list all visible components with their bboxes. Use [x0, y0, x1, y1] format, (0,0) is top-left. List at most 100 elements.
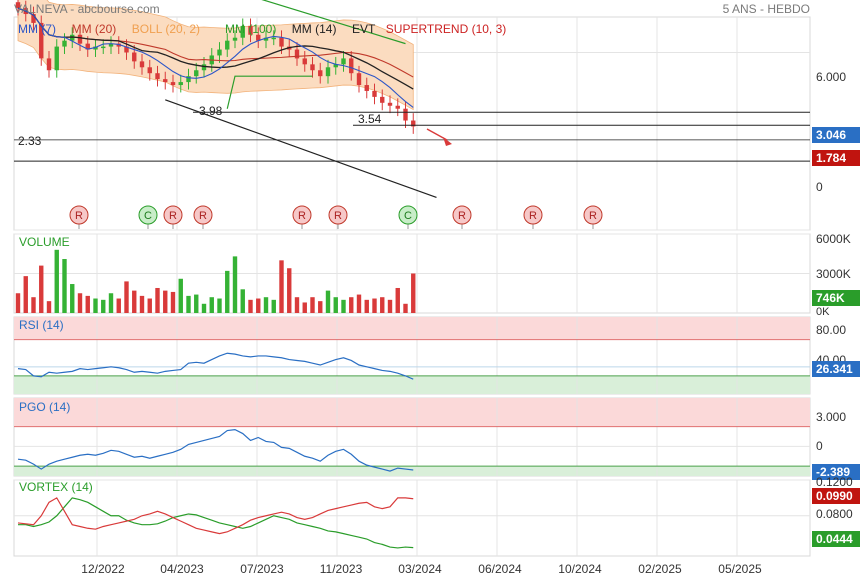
- candle: [248, 25, 253, 35]
- candle: [31, 14, 36, 23]
- volume-tick-3000: 3000K: [816, 267, 851, 281]
- candle: [124, 46, 129, 53]
- candle: [62, 40, 67, 47]
- volume-bar: [85, 295, 90, 313]
- rsi-current-badge: [812, 361, 860, 377]
- event-marker-3: [193, 205, 213, 225]
- vortex-plus-badge: [812, 488, 860, 504]
- candle: [170, 82, 176, 86]
- volume-bar: [380, 297, 385, 313]
- volume-bar: [178, 278, 183, 313]
- candle: [364, 85, 369, 91]
- volume-current-badge: [812, 290, 860, 306]
- candle: [279, 37, 284, 47]
- volume-tick-0: 0K: [816, 306, 830, 318]
- rsi-overbought-zone: [14, 317, 810, 340]
- candle: [139, 61, 145, 68]
- volume-bar: [356, 294, 362, 313]
- volume-bar: [23, 276, 28, 313]
- candle: [325, 67, 331, 77]
- event-marker-letter-2: R: [169, 210, 177, 222]
- volume-bar: [302, 302, 307, 313]
- volume-bar: [341, 299, 346, 313]
- x-label-04-2023: 04/2023: [160, 562, 204, 576]
- candle: [54, 46, 59, 71]
- event-marker-0: [69, 205, 89, 225]
- pgo-lower-zone: [14, 466, 810, 476]
- candle: [395, 105, 400, 109]
- event-marker-letter-7: R: [458, 210, 466, 222]
- volume-bar: [256, 298, 261, 313]
- chart-title: VALNEVA - abcbourse.com: [14, 2, 160, 16]
- vortex-plus-line: [17, 497, 414, 535]
- candle: [77, 34, 83, 44]
- candle: [310, 64, 315, 71]
- chart-series: [14, 0, 810, 549]
- event-marker-letter-6: C: [404, 210, 412, 222]
- vortex-title: VORTEX (14): [19, 480, 93, 494]
- volume-bar: [325, 290, 331, 313]
- candle: [372, 90, 377, 97]
- ma7-line: [17, 7, 414, 108]
- pgo-tick-3: 3.000: [816, 410, 846, 424]
- volume-bar: [387, 299, 393, 313]
- candle: [163, 79, 168, 83]
- volume-bar: [263, 297, 269, 313]
- ma14-line: [17, 7, 414, 90]
- event-marker-letter-8: R: [529, 210, 537, 222]
- volume-current-label: 746K: [816, 291, 845, 305]
- event-marker-letter-5: R: [334, 210, 342, 222]
- supertrend-support: [226, 75, 313, 109]
- candle: [341, 58, 346, 65]
- candle: [411, 120, 416, 127]
- x-label-07-2023: 07/2023: [240, 562, 284, 576]
- volume-bar: [279, 260, 284, 313]
- volume-bar: [155, 287, 160, 313]
- volume-bar: [108, 293, 114, 313]
- legend-item-2: BOLL (20, 2): [132, 22, 200, 36]
- event-marker-letter-3: R: [199, 210, 207, 222]
- candle: [194, 70, 199, 77]
- vortex-minus-line: [18, 497, 414, 549]
- trend-line: [165, 99, 437, 199]
- candle: [93, 46, 98, 50]
- candle: [225, 40, 230, 50]
- volume-title: VOLUME: [19, 235, 70, 249]
- volume-bar: [271, 299, 276, 313]
- volume-bar: [116, 298, 121, 313]
- event-marker-5: [328, 205, 348, 225]
- legend-item-5: EVT: [352, 22, 376, 36]
- candle: [46, 58, 52, 71]
- volume-bar: [139, 295, 145, 313]
- volume-bar: [186, 295, 191, 313]
- price-tick-zero: 0: [816, 180, 823, 194]
- candle: [132, 52, 137, 62]
- candle: [380, 96, 385, 103]
- event-marker-2: [163, 205, 183, 225]
- pgo-upper-zone: [14, 398, 810, 427]
- volume-bar: [31, 297, 36, 313]
- annotation-398: 3.98: [199, 104, 223, 118]
- volume-bar: [194, 294, 199, 313]
- volume-bar: [217, 298, 222, 313]
- rsi-tick-80: 80.00: [816, 323, 846, 337]
- volume-bar: [147, 298, 152, 313]
- candle: [356, 73, 362, 86]
- volume-bar: [333, 297, 338, 313]
- candle: [256, 34, 261, 41]
- event-marker-1: [138, 205, 158, 225]
- candle: [15, 2, 21, 9]
- rsi-line: [17, 352, 414, 380]
- x-label-06-2024: 06/2024: [478, 562, 522, 576]
- volume-bar: [132, 290, 137, 313]
- annotation-233: 2.33: [18, 134, 42, 148]
- bollinger-band: [17, 0, 414, 111]
- volume-bar: [403, 303, 408, 313]
- rsi-current-label: 26.341: [816, 362, 853, 376]
- candle: [294, 49, 300, 59]
- candle: [333, 64, 338, 68]
- volume-bar: [248, 299, 253, 313]
- event-marker-6: [398, 205, 418, 225]
- x-label-03-2024: 03/2024: [398, 562, 442, 576]
